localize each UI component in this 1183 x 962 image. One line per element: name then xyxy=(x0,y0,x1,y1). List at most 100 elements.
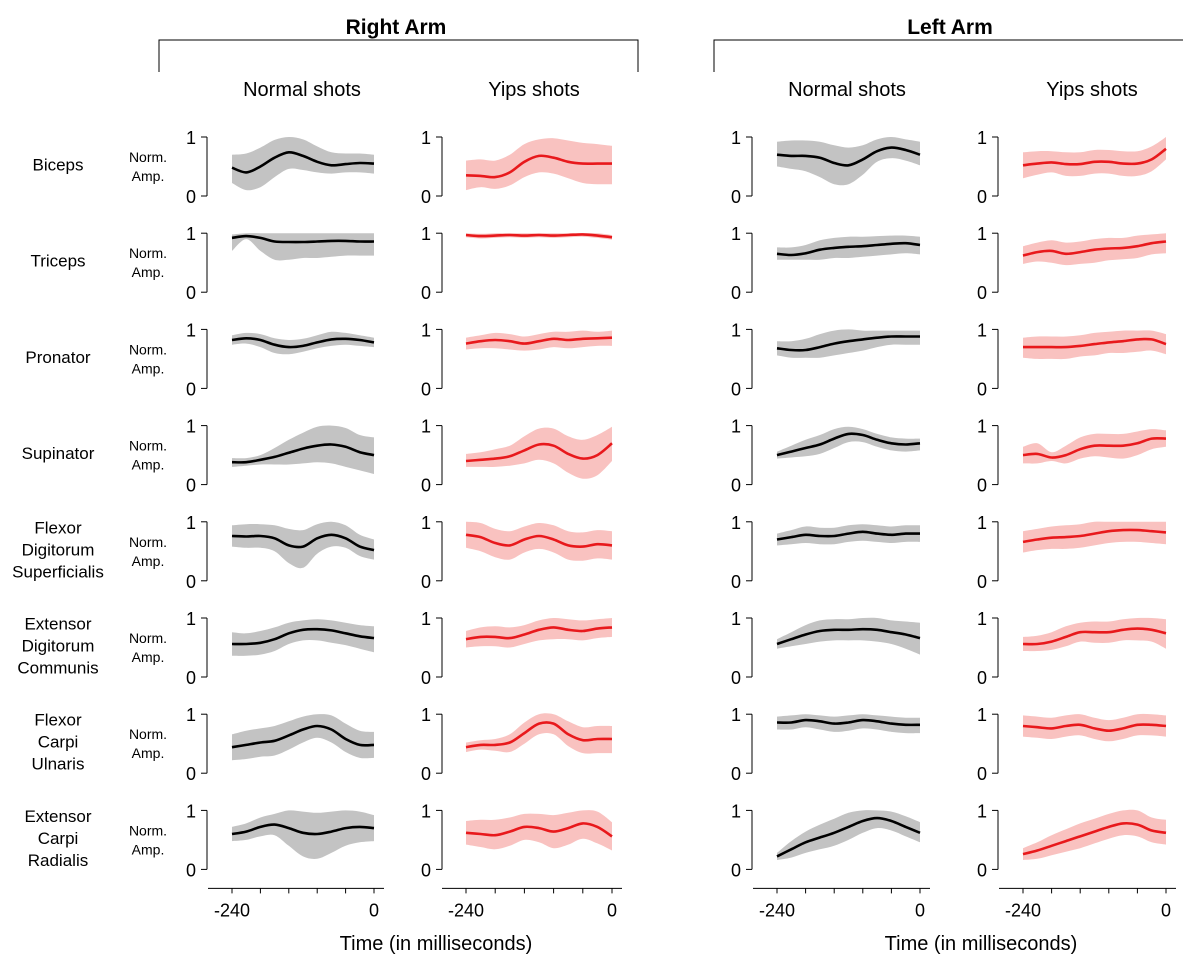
mean-line xyxy=(776,335,920,352)
y-tick-label: 0 xyxy=(186,860,196,880)
mean-line xyxy=(1022,627,1167,646)
y-tick-label: 0 xyxy=(977,764,987,784)
y-axis-label-line: Amp. xyxy=(132,649,165,665)
mean-line xyxy=(1022,147,1167,167)
mean-line xyxy=(1022,240,1167,257)
right-yips-title: Yips shots xyxy=(488,79,580,101)
y-tick-label: 1 xyxy=(977,224,987,244)
y-tick-label: 0 xyxy=(977,668,987,688)
y-tick-label: 1 xyxy=(977,513,987,533)
muscle-label-line: Ulnaris xyxy=(32,755,85,774)
y-tick-label: 1 xyxy=(186,609,196,629)
mean-line xyxy=(465,233,613,239)
mean-line xyxy=(1022,723,1167,732)
y-tick-label: 1 xyxy=(977,417,987,437)
y-axis-label-line: Norm. xyxy=(129,341,167,357)
y-tick-label: 0 xyxy=(731,283,741,303)
y-tick-label: 1 xyxy=(731,609,741,629)
panel-right-arm-normal-shots-extensor-digitorum-communis: 0 1 Norm. Amp. xyxy=(129,609,375,688)
y-tick-label: 0 xyxy=(421,860,431,880)
variability-band xyxy=(232,331,374,355)
muscle-label-supinator: Supinator xyxy=(22,444,95,463)
muscle-label-line: Carpi xyxy=(38,829,79,848)
mean-line xyxy=(776,146,921,167)
right-arm-bracket xyxy=(158,39,639,72)
right-arm-xlabel: Time (in milliseconds) xyxy=(340,933,533,955)
left-yips-title: Yips shots xyxy=(1046,79,1138,101)
y-axis-label-line: Norm. xyxy=(129,726,167,742)
mean-line xyxy=(231,234,375,244)
muscle-label-line: Digitorum xyxy=(22,637,95,656)
y-tick-label: 1 xyxy=(421,801,431,821)
panel-right-arm-normal-shots-extensor-carpi-radialis: 0 1 Norm. Amp. -240 0 xyxy=(129,801,384,920)
y-tick-label: 0 xyxy=(731,572,741,592)
panel-right-arm-yips-shots-biceps: 01 xyxy=(421,128,612,207)
y-tick-label: 1 xyxy=(421,320,431,340)
y-tick-label: 0 xyxy=(421,476,431,496)
muscle-label-line: Superficialis xyxy=(12,562,104,581)
y-axis-label: Norm. Amp. xyxy=(129,630,167,665)
variability-band xyxy=(1023,137,1166,179)
variability-band xyxy=(466,713,612,754)
variability-band xyxy=(466,138,612,191)
y-tick-label: 1 xyxy=(421,513,431,533)
y-tick-label: 0 xyxy=(186,476,196,496)
y-tick-label: 0 xyxy=(731,668,741,688)
panel-left-arm-normal-shots-supinator: 01 xyxy=(731,417,921,496)
y-tick-label: 1 xyxy=(421,128,431,148)
muscle-label-extensor-digitorum-communis: Extensor Digitorum Communis xyxy=(17,615,98,678)
right-arm-title: Right Arm xyxy=(346,16,447,39)
variability-band xyxy=(777,137,920,186)
y-tick-label: 1 xyxy=(186,320,196,340)
y-tick-label: 0 xyxy=(421,283,431,303)
muscle-label-line: Extensor xyxy=(24,807,91,826)
panel-right-arm-normal-shots-flexor-carpi-ulnaris: 0 1 Norm. Amp. xyxy=(129,705,375,784)
mean-line xyxy=(231,150,375,174)
variability-band xyxy=(777,810,920,860)
y-tick-label: 1 xyxy=(421,609,431,629)
x-tick-label: 0 xyxy=(1161,900,1171,920)
y-tick-label: 0 xyxy=(421,187,431,207)
x-tick-label: -240 xyxy=(448,900,484,920)
variability-band xyxy=(466,426,612,479)
y-axis-label: Norm. Amp. xyxy=(129,341,167,376)
panel-left-arm-normal-shots-biceps: 01 xyxy=(731,128,921,207)
y-tick-label: 0 xyxy=(977,379,987,399)
y-axis-label-line: Norm. xyxy=(129,534,167,550)
y-tick-label: 1 xyxy=(977,320,987,340)
muscle-label-biceps: Biceps xyxy=(32,156,83,175)
panel-left-arm-normal-shots-extensor-carpi-radialis: 0 1 -240 0 xyxy=(731,801,930,920)
mean-line xyxy=(465,721,613,749)
panel-left-arm-normal-shots-flexor-carpi-ulnaris: 01 xyxy=(731,705,921,784)
muscle-label-line: Flexor xyxy=(34,518,82,537)
variability-band xyxy=(466,810,612,851)
muscle-label-triceps: Triceps xyxy=(30,252,85,271)
panel-right-arm-yips-shots-extensor-carpi-radialis: 0 1 -240 0 xyxy=(421,801,622,920)
mean-line xyxy=(776,432,921,457)
y-axis-label-line: Amp. xyxy=(132,168,165,184)
left-arm-bracket xyxy=(713,39,1183,72)
y-tick-label: 0 xyxy=(977,572,987,592)
mean-line xyxy=(465,154,612,179)
mean-line xyxy=(231,533,375,552)
y-tick-label: 1 xyxy=(186,801,196,821)
y-tick-label: 0 xyxy=(731,187,741,207)
muscle-label-line: Digitorum xyxy=(22,540,95,559)
y-tick-label: 1 xyxy=(186,705,196,725)
y-axis-label-line: Norm. xyxy=(129,438,167,454)
panel-right-arm-yips-shots-triceps: 01 xyxy=(421,224,613,303)
y-tick-label: 1 xyxy=(731,224,741,244)
y-axis-label-line: Norm. xyxy=(129,149,167,165)
muscle-label-line: Pronator xyxy=(25,348,91,367)
y-axis-label: Norm. Amp. xyxy=(129,245,167,280)
muscle-label-extensor-carpi-radialis: Extensor Carpi Radialis xyxy=(24,807,91,870)
variability-band xyxy=(1023,617,1166,652)
y-tick-label: 1 xyxy=(731,128,741,148)
muscle-labels-layer: Biceps Triceps Pronator Supinator Flexor Digi… xyxy=(12,156,104,870)
muscle-label-line: Communis xyxy=(17,659,98,678)
mean-line xyxy=(231,724,375,749)
y-axis-label-line: Amp. xyxy=(132,457,165,473)
left-normal-title: Normal shots xyxy=(788,79,906,101)
y-tick-label: 0 xyxy=(186,668,196,688)
